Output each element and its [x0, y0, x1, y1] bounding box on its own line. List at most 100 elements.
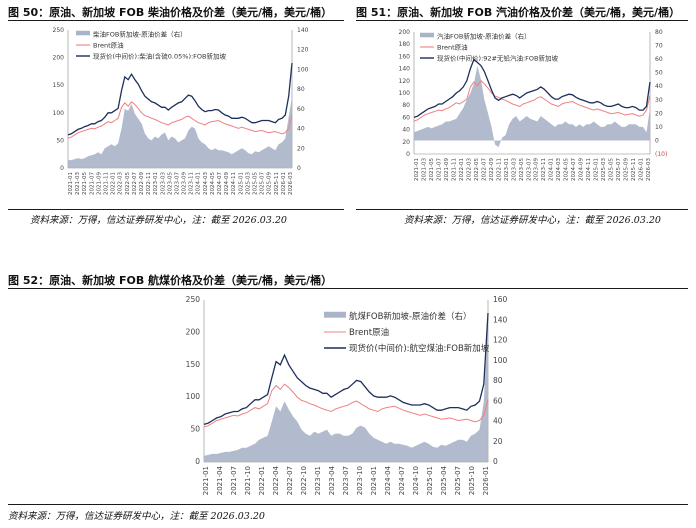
x-tick-label: 2024-07: [398, 466, 406, 495]
left-tick-label: 150: [53, 82, 65, 89]
x-tick-label: 2022-03: [118, 172, 124, 195]
series-area-0: [68, 97, 292, 168]
chart-2: 0 50 100 150 200 250 0 20 40 60 80 100 120 140 160 2021…: [186, 295, 508, 495]
left-tick-label: 0: [406, 151, 410, 158]
right-tick-label: 20: [297, 145, 305, 152]
right-tick-label: 0: [297, 165, 301, 172]
x-tick-label: 2025-03: [245, 172, 251, 195]
x-tick-label: 2022-07: [286, 466, 294, 495]
right-tick-label: 80: [493, 376, 503, 385]
legend-label: 现货价(中间价):92#无铅汽油:FOB新加坡: [437, 53, 558, 62]
figure-52-source: 资料来源：万得，信达证券研发中心，注：截至 2026.03.20: [8, 511, 265, 522]
figure-50-top-rule: [8, 20, 344, 21]
right-tick-label: 160: [493, 295, 508, 304]
x-tick-label: 2025-01: [594, 158, 600, 181]
x-tick-label: 2023-01: [504, 158, 510, 181]
series-line-1: [203, 383, 489, 428]
right-tick-label: 70: [655, 43, 663, 50]
x-tick-label: 2024-11: [231, 172, 237, 195]
x-tick-label: 2023-03: [511, 158, 517, 181]
x-tick-label: 2022-07: [132, 172, 138, 195]
x-tick-label: 2025-07: [260, 172, 266, 195]
x-tick-label: 2021-07: [230, 466, 238, 495]
legend-label: 航煤FOB新加坡-原油价差（右）: [349, 311, 471, 322]
x-tick-label: 2024-01: [196, 172, 202, 195]
x-tick-label: 2025-11: [631, 158, 637, 181]
x-tick-label: 2024-10: [412, 466, 420, 495]
x-tick-label: 2025-07: [454, 466, 462, 495]
x-tick-label: 2023-10: [356, 466, 364, 495]
left-tick-label: 150: [186, 360, 201, 369]
x-tick-label: 2025-01: [238, 172, 244, 195]
x-tick-label: 2025-05: [609, 158, 615, 181]
x-tick-label: 2026-01: [639, 158, 645, 181]
x-tick-label: 2025-07: [616, 158, 622, 181]
x-tick-label: 2021-10: [244, 466, 252, 495]
x-tick-label: 2024-04: [384, 465, 392, 495]
x-tick-label: 2025-01: [426, 466, 434, 495]
right-tick-label: 20: [655, 110, 663, 117]
x-tick-label: 2025-09: [267, 172, 273, 195]
legend-label: Brent原油: [349, 327, 389, 338]
right-tick-label: 80: [297, 86, 305, 93]
legend-label: Brent原油: [93, 40, 124, 49]
figure-52-title: 图 52：原油、新加坡 FOB 航煤价格及价差（美元/桶，美元/桶）: [8, 274, 333, 287]
legend-label: 柴油FOB新加坡-原油价差（右）: [93, 29, 187, 38]
left-tick-label: 100: [186, 392, 201, 401]
legend-swatch: [76, 30, 90, 36]
x-tick-label: 2023-11: [541, 158, 547, 181]
x-tick-label: 2022-07: [481, 158, 487, 181]
x-tick-label: 2024-03: [556, 158, 562, 181]
right-tick-label: 10: [655, 124, 663, 131]
x-tick-label: 2021-05: [82, 172, 88, 195]
x-tick-label: 2021-01: [68, 172, 74, 195]
x-tick-label: 2021-07: [436, 158, 442, 181]
right-tick-label: 80: [655, 29, 663, 36]
x-tick-label: 2021-01: [202, 466, 210, 495]
right-tick-label: 100: [297, 66, 309, 73]
right-tick-label: 40: [297, 126, 305, 133]
left-tick-label: 120: [399, 78, 411, 85]
x-tick-label: 2022-01: [258, 466, 266, 495]
x-tick-label: 2022-03: [466, 158, 472, 181]
x-tick-label: 2024-11: [586, 158, 592, 181]
legend-label: Brent原油: [437, 42, 468, 51]
x-tick-label: 2021-03: [421, 158, 427, 181]
left-tick-label: 100: [399, 90, 411, 97]
right-tick-label: 60: [297, 106, 305, 113]
figure-50-bottom-rule: [8, 209, 344, 210]
legend-swatch: [324, 311, 346, 318]
x-tick-label: 2024-07: [571, 158, 577, 181]
x-tick-label: 2022-09: [489, 158, 495, 181]
x-tick-label: 2023-07: [174, 172, 180, 195]
right-tick-label: 0: [493, 457, 498, 466]
x-tick-label: 2021-01: [414, 158, 420, 181]
x-tick-label: 2023-01: [314, 466, 322, 495]
series-line-2: [413, 58, 651, 119]
x-tick-label: 2021-09: [444, 158, 450, 181]
right-tick-label: 20: [493, 437, 503, 446]
x-tick-label: 2023-11: [189, 172, 195, 195]
left-tick-label: 250: [53, 27, 65, 34]
series-line-2: [203, 312, 489, 426]
right-tick-label: 0: [655, 137, 659, 144]
chart-1: 0 20 40 60 80 100 120 140 160 180 200 (10) 0 10 20 30 40…: [399, 29, 668, 181]
left-tick-label: 200: [53, 55, 65, 62]
x-tick-label: 2024-07: [217, 172, 223, 195]
figure-51-bottom-rule: [356, 209, 688, 210]
left-tick-label: 20: [402, 139, 410, 146]
x-tick-label: 2022-10: [300, 466, 308, 495]
x-tick-label: 2025-04: [440, 465, 448, 495]
x-tick-label: 2021-09: [96, 172, 102, 195]
x-tick-label: 2024-05: [564, 158, 570, 181]
x-tick-label: 2023-07: [342, 466, 350, 495]
x-tick-label: 2024-05: [210, 172, 216, 195]
x-tick-label: 2023-09: [182, 172, 188, 195]
x-tick-label: 2021-11: [103, 172, 109, 195]
x-tick-label: 2024-03: [203, 172, 209, 195]
legend-label: 汽油FOB新加坡-原油价差（右）: [437, 31, 531, 40]
series-area-0: [204, 320, 488, 462]
x-tick-label: 2026-01: [281, 172, 287, 195]
x-tick-label: 2023-07: [526, 158, 532, 181]
